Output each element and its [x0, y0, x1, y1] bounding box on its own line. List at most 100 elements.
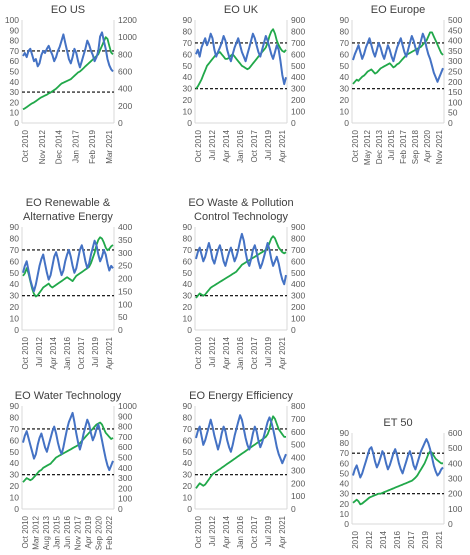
- chart-title: EO Energy Efficiency: [189, 390, 293, 402]
- right-tick-label: 500: [118, 453, 132, 463]
- right-tick-label: 0: [291, 118, 296, 128]
- left-tick-label: 30: [10, 87, 20, 97]
- series-line-blue: [195, 232, 287, 286]
- x-tick-label: Jan 2015: [53, 515, 62, 548]
- x-tick-label: Jul 2012: [35, 336, 44, 367]
- right-tick-label: 0: [118, 118, 123, 128]
- x-tick-label: Jan 2016: [393, 530, 402, 550]
- left-tick-label: 20: [340, 499, 350, 509]
- x-tick-label: Apr 2020: [423, 129, 432, 162]
- right-tick-label: 400: [291, 72, 305, 82]
- left-tick-label: 30: [183, 291, 193, 301]
- x-tick-label: Apr 2021: [105, 336, 114, 369]
- left-tick-label: 80: [10, 233, 20, 243]
- x-tick-label: Jul 2015: [387, 129, 396, 160]
- x-tick-label: Jul 2019: [91, 336, 100, 367]
- left-tick-label: 40: [183, 72, 193, 82]
- right-tick-label: 400: [118, 222, 132, 232]
- right-tick-label: 400: [291, 453, 305, 463]
- left-tick-label: 50: [340, 468, 350, 478]
- x-tick-label: Feb 2022: [105, 515, 114, 549]
- left-tick-label: 50: [10, 67, 20, 77]
- left-tick-label: 0: [344, 118, 349, 128]
- left-tick-label: 30: [10, 291, 20, 301]
- left-tick-label: 40: [183, 279, 193, 289]
- x-tick-label: Sep 2020: [95, 515, 104, 550]
- right-tick-label: 150: [118, 286, 132, 296]
- x-tick-label: Oct 2010: [194, 515, 203, 548]
- left-tick-label: 70: [10, 245, 20, 255]
- right-tick-label: 800: [291, 26, 305, 36]
- left-tick-label: 10: [340, 107, 350, 117]
- right-tick-label: 400: [118, 463, 132, 473]
- x-tick-label: Oct 2010: [194, 336, 203, 369]
- right-tick-label: 900: [291, 222, 305, 232]
- left-tick-label: 0: [187, 504, 192, 514]
- series-line-blue: [22, 411, 114, 472]
- x-tick-label: Apr 2014: [222, 129, 231, 162]
- left-tick-label: 80: [10, 412, 20, 422]
- x-tick-label: Jul 2019: [264, 129, 273, 160]
- right-tick-label: 500: [448, 15, 462, 25]
- x-tick-label: Jul 2019: [421, 530, 430, 550]
- right-tick-label: 400: [118, 84, 132, 94]
- left-tick-label: 90: [183, 222, 193, 232]
- right-tick-label: 400: [291, 279, 305, 289]
- left-tick-label: 40: [340, 72, 350, 82]
- left-tick-label: 10: [183, 107, 193, 117]
- left-tick-label: 80: [183, 233, 193, 243]
- right-tick-label: 1000: [118, 32, 137, 42]
- x-tick-label: Jan 2016: [236, 129, 245, 162]
- chart-panel-4: EO Renewable &Alternative Energy01020304…: [10, 197, 133, 370]
- left-tick-label: 90: [10, 401, 20, 411]
- x-tick-label: Apr 2021: [278, 336, 287, 369]
- left-tick-label: 20: [183, 302, 193, 312]
- x-tick-label: May 2012: [363, 129, 372, 165]
- right-tick-label: 100: [448, 504, 462, 514]
- left-tick-label: 10: [10, 108, 20, 118]
- left-tick-label: 90: [183, 15, 193, 25]
- left-tick-label: 70: [10, 46, 20, 56]
- right-tick-label: 100: [448, 97, 462, 107]
- x-tick-label: Nov 2021: [435, 129, 444, 164]
- right-tick-label: 700: [291, 414, 305, 424]
- x-tick-label: Oct 2010: [351, 530, 360, 550]
- left-tick-label: 40: [10, 77, 20, 87]
- right-tick-label: 900: [118, 411, 132, 421]
- left-tick-label: 10: [183, 493, 193, 503]
- x-tick-label: Jul 2012: [208, 515, 217, 546]
- left-tick-label: 60: [10, 256, 20, 266]
- left-tick-label: 70: [340, 448, 350, 458]
- right-tick-label: 50: [448, 108, 458, 118]
- chart-title: EO Europe: [371, 4, 425, 16]
- x-tick-label: Mar 2012: [32, 515, 41, 549]
- left-tick-label: 50: [183, 61, 193, 71]
- x-tick-label: Apr 2021: [278, 515, 287, 548]
- left-tick-label: 0: [14, 504, 19, 514]
- right-tick-label: 300: [448, 474, 462, 484]
- right-tick-label: 450: [448, 25, 462, 35]
- left-tick-label: 90: [10, 222, 20, 232]
- left-tick-label: 10: [183, 314, 193, 324]
- right-tick-label: 1000: [118, 401, 137, 411]
- chart-panel-3: EO Europe0102030405060708090050100150200…: [340, 4, 463, 165]
- left-tick-label: 30: [183, 84, 193, 94]
- x-tick-label: Jul 2019: [264, 515, 273, 546]
- right-tick-label: 200: [291, 95, 305, 105]
- left-tick-label: 20: [10, 481, 20, 491]
- left-tick-label: 40: [340, 479, 350, 489]
- right-tick-label: 800: [291, 233, 305, 243]
- x-tick-label: Jan 2016: [236, 515, 245, 548]
- series-line-green: [195, 235, 287, 299]
- x-tick-label: Apr 2014: [49, 336, 58, 369]
- series-line-green: [352, 450, 443, 506]
- left-tick-label: 0: [187, 118, 192, 128]
- right-tick-label: 300: [118, 473, 132, 483]
- chart-panel-8: ET 5001020304050607080900100200300400500…: [340, 417, 463, 555]
- left-tick-label: 50: [340, 61, 350, 71]
- chart-title: EO Renewable &: [26, 197, 111, 209]
- x-tick-label: Jan 2016: [63, 336, 72, 369]
- left-tick-label: 20: [10, 302, 20, 312]
- x-tick-label: Oct 2017: [250, 515, 259, 548]
- right-tick-label: 0: [291, 325, 296, 335]
